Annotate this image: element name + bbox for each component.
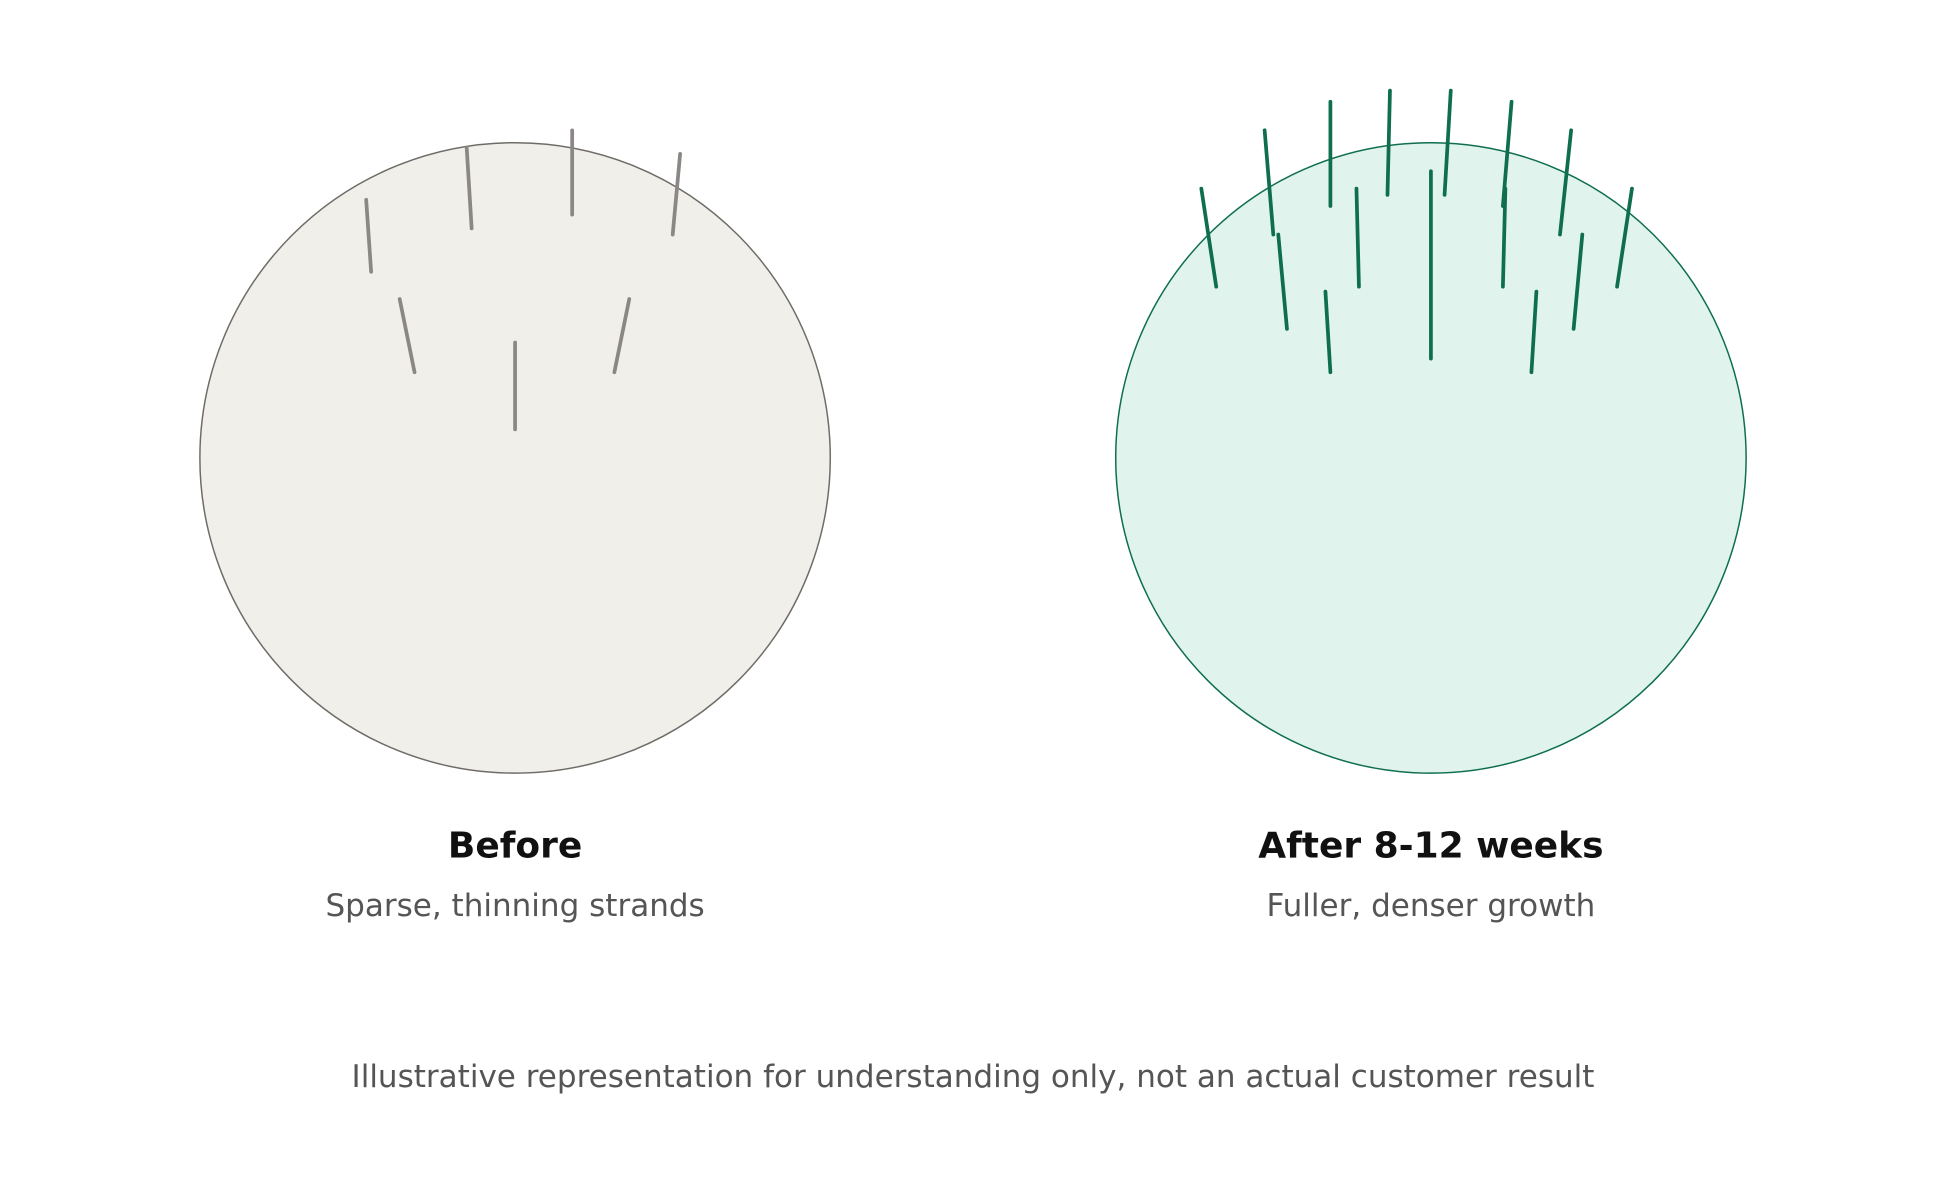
scalp-after [1114,141,1747,774]
footnote: Illustrative representation for understa… [352,1059,1595,1095]
strands-before [364,128,682,432]
before-subtitle: Sparse, thinning strands [325,888,704,924]
before-title: Before [448,826,582,867]
before-panel: Before Sparse, thinning strands [199,128,832,924]
scalp-before [199,141,832,774]
after-subtitle: Fuller, denser growth [1267,888,1596,924]
after-title: After 8-12 weeks [1258,826,1603,867]
after-panel: After 8-12 weeks Fuller, denser growth [1114,88,1747,924]
strands-after [1199,88,1634,375]
